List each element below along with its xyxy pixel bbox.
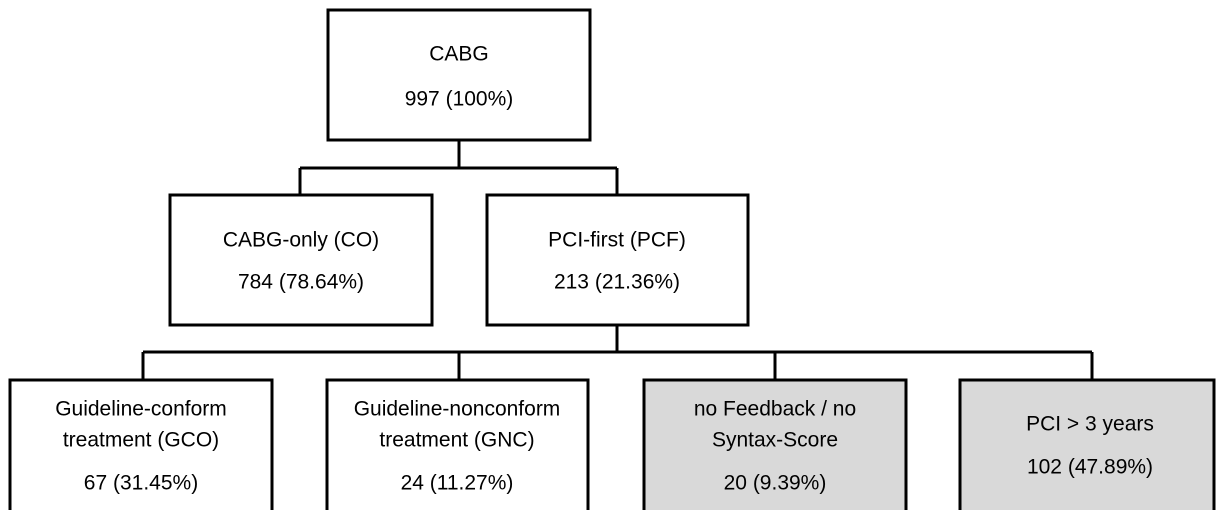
node-label: CABG <box>429 43 489 66</box>
node-label: treatment (GNC) <box>379 429 534 452</box>
node-count: 102 (47.89%) <box>1027 456 1153 479</box>
connector <box>141 325 1094 380</box>
node-label: Guideline-nonconform <box>354 398 561 421</box>
node-box <box>485 193 750 327</box>
node-label: PCI-first (PCF) <box>548 229 686 252</box>
node-label: Guideline-conform <box>55 398 227 421</box>
node-box <box>326 8 592 142</box>
node-count: 213 (21.36%) <box>554 271 680 294</box>
connector <box>298 140 619 195</box>
node-count: 24 (11.27%) <box>401 472 514 495</box>
node-box <box>642 378 908 510</box>
node-label: PCI > 3 years <box>1026 413 1154 436</box>
node-box <box>958 378 1216 510</box>
node-label: CABG-only (CO) <box>223 229 379 252</box>
node-label: no Feedback / no <box>694 398 856 421</box>
node-label: Syntax-Score <box>712 429 838 452</box>
node-count: 784 (78.64%) <box>238 271 364 294</box>
node-box <box>8 378 274 510</box>
node-count: 997 (100%) <box>405 88 514 111</box>
node-label: treatment (GCO) <box>63 429 219 452</box>
node-box <box>325 378 590 510</box>
node-box <box>168 193 434 327</box>
node-count: 20 (9.39%) <box>724 472 827 495</box>
node-count: 67 (31.45%) <box>84 472 198 495</box>
